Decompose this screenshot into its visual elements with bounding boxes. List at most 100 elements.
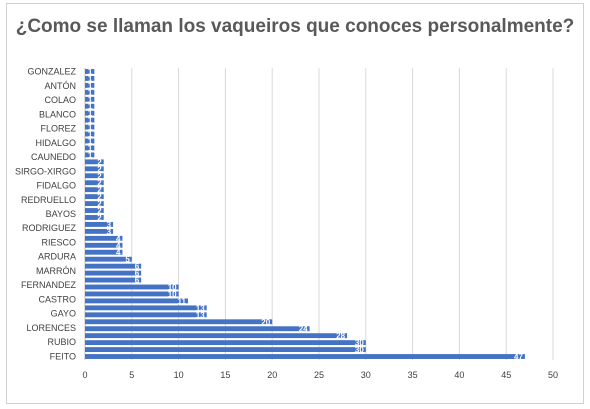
data-label: 2 xyxy=(97,179,102,188)
tick-label: 40 xyxy=(454,370,464,380)
category-label: HIDALGO xyxy=(35,138,76,148)
bar xyxy=(85,180,104,186)
bar xyxy=(85,208,104,213)
bar xyxy=(85,69,95,74)
category-label: RIESCO xyxy=(41,237,76,247)
category-label: CASTRO xyxy=(38,294,76,304)
bar xyxy=(85,354,525,359)
bar xyxy=(85,284,179,290)
bars xyxy=(85,69,525,359)
bar xyxy=(85,124,95,130)
tick-label: 35 xyxy=(408,370,418,380)
data-label: 5 xyxy=(125,255,130,264)
data-label: 2 xyxy=(97,158,102,167)
data-label: 28 xyxy=(336,332,345,341)
chart-title: ¿Como se llaman los vaqueiros que conoce… xyxy=(15,16,575,37)
data-label: 20 xyxy=(261,318,270,327)
category-label: COLAO xyxy=(44,95,76,105)
tick-label: 10 xyxy=(174,370,184,380)
bar xyxy=(85,235,123,241)
category-label: FEITO xyxy=(50,351,76,361)
data-label: 3 xyxy=(107,220,112,229)
category-label: ARDURA xyxy=(38,252,76,262)
bar xyxy=(85,326,310,332)
tick-label: 50 xyxy=(548,370,558,380)
category-label: RODRIGUEZ xyxy=(22,223,77,233)
bar xyxy=(85,145,95,151)
data-label: 1 xyxy=(88,95,93,104)
bar xyxy=(85,110,95,116)
tick-label: 0 xyxy=(82,370,87,380)
data-label: 6 xyxy=(135,269,140,278)
data-label: 1 xyxy=(88,102,93,111)
bar xyxy=(85,319,273,325)
bar xyxy=(85,173,104,179)
data-label: 2 xyxy=(97,186,102,195)
category-label: SIRGO-XIRGO xyxy=(15,166,76,176)
bar xyxy=(85,221,114,227)
bar xyxy=(85,89,95,95)
category-label: BLANCO xyxy=(39,109,76,119)
bar xyxy=(85,117,95,123)
data-labels: 4730302824201313111010666544433222222222… xyxy=(88,67,524,361)
data-label: 4 xyxy=(116,241,121,250)
category-label: GAYO xyxy=(51,309,76,319)
bar xyxy=(85,194,104,200)
data-label: 2 xyxy=(97,165,102,174)
bar xyxy=(85,75,95,81)
data-label: 13 xyxy=(196,311,205,320)
bar xyxy=(85,347,366,353)
data-label: 10 xyxy=(168,290,177,299)
bar xyxy=(85,291,179,297)
data-label: 13 xyxy=(196,304,205,313)
tick-label: 45 xyxy=(501,370,511,380)
data-label: 1 xyxy=(88,144,93,153)
bar xyxy=(85,138,95,144)
bar xyxy=(85,312,207,318)
data-label: 1 xyxy=(88,74,93,83)
data-label: 2 xyxy=(97,200,102,209)
category-label: FIDALGO xyxy=(36,181,76,191)
category-label: GONZALEZ xyxy=(27,67,76,77)
data-label: 1 xyxy=(88,109,93,118)
bar xyxy=(85,305,207,311)
bar xyxy=(85,340,366,346)
category-label: FERNANDEZ xyxy=(21,280,77,290)
data-label: 1 xyxy=(88,81,93,90)
data-label: 1 xyxy=(88,151,93,160)
bar xyxy=(85,242,123,248)
bar xyxy=(85,166,104,172)
data-label: 1 xyxy=(88,123,93,132)
tick-label: 25 xyxy=(314,370,324,380)
data-label: 1 xyxy=(88,130,93,139)
category-axis: FEITO RUBIO LORENCES GAYO CASTRO FERNANDEZ MAR… xyxy=(15,67,77,362)
bar xyxy=(85,103,95,109)
category-label: CAUNEDO xyxy=(31,152,76,162)
bar xyxy=(85,215,104,220)
category-label: REDRUELLO xyxy=(21,195,76,205)
data-label: 6 xyxy=(135,276,140,285)
category-label: RUBIO xyxy=(47,337,76,347)
category-label: BAYOS xyxy=(46,209,76,219)
bar xyxy=(85,333,348,339)
data-label: 3 xyxy=(107,227,112,236)
value-axis: 0 5 10 15 20 25 30 35 40 45 50 xyxy=(82,370,558,380)
gridlines xyxy=(84,68,554,360)
category-label: LORENCES xyxy=(26,323,76,333)
data-label: 2 xyxy=(97,213,102,222)
tick-label: 5 xyxy=(129,370,134,380)
category-label: ANTÓN xyxy=(45,81,77,91)
bar xyxy=(85,187,104,193)
bar xyxy=(85,159,104,165)
tick-label: 20 xyxy=(267,370,277,380)
category-label: MARRÓN xyxy=(36,266,76,276)
data-label: 4 xyxy=(116,234,121,243)
bar xyxy=(85,96,95,102)
bar xyxy=(85,201,104,207)
data-label: 47 xyxy=(514,353,523,362)
tick-label: 15 xyxy=(220,370,230,380)
data-label: 24 xyxy=(299,325,308,334)
category-label: FLOREZ xyxy=(40,124,76,134)
bar xyxy=(85,263,142,269)
data-label: 1 xyxy=(88,67,93,76)
